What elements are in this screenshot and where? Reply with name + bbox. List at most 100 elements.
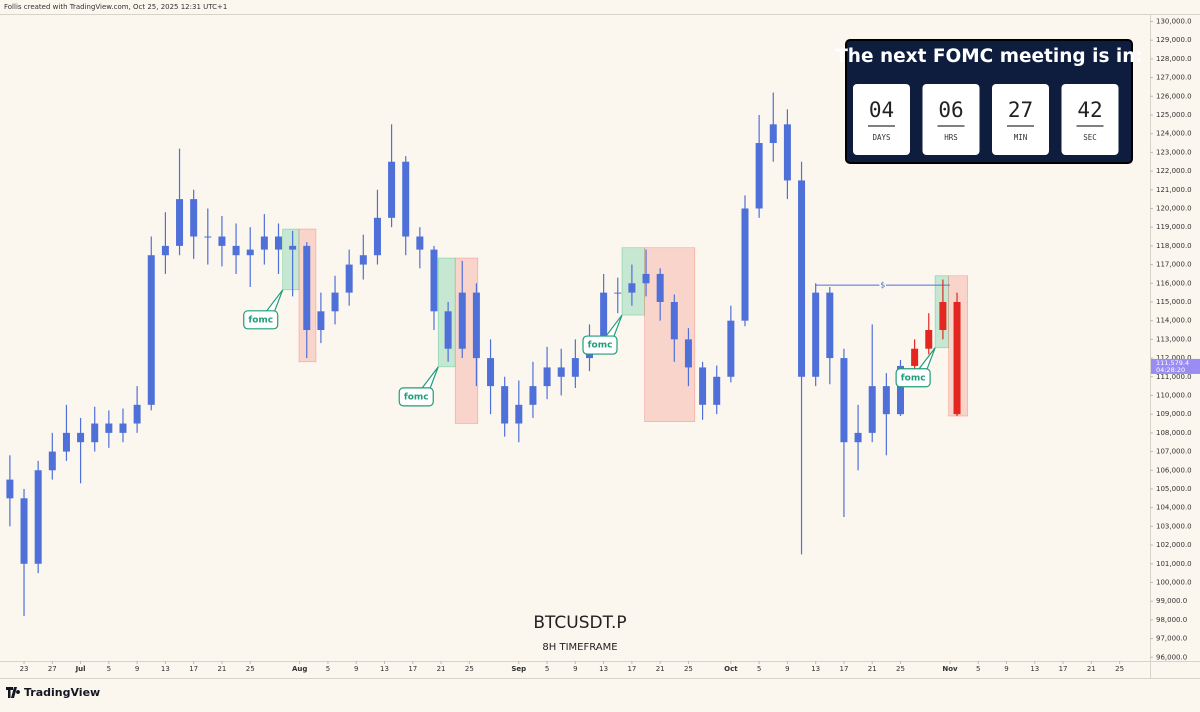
y-tick-label: 115,000.0 [1156,298,1192,306]
symbol: BTCUSDT.P [533,613,626,633]
candle-body [317,311,325,331]
x-tick-label: 13 [811,665,820,673]
candle-body [105,423,113,433]
y-tick-label: 104,000.0 [1156,504,1192,512]
widget-title: The next FOMC meeting is in: [835,46,1143,67]
x-tick-label: 13 [1030,665,1039,673]
x-tick-label: 21 [217,665,226,673]
countdown-unit: SEC [1083,133,1097,142]
subtitle: 8H TIMEFRAME [542,642,617,653]
x-tick-label: 25 [684,665,693,673]
x-tick-label: 17 [189,665,198,673]
y-tick-label: 122,000.0 [1156,167,1192,175]
x-tick-label: 9 [354,665,358,673]
candle-body [600,292,608,340]
candle-body [119,423,127,433]
callout-pointer [421,366,439,389]
zone [644,247,696,422]
candle-body [416,236,424,250]
candle-body [642,273,650,284]
candle-body [260,236,268,250]
y-tick-label: 96,000.0 [1156,653,1187,661]
candle-body [571,358,579,377]
callout: fomc [243,289,284,330]
logo-icon [6,687,21,698]
candle-body [246,249,254,256]
y-tick-label: 111,000.0 [1156,373,1192,381]
candle-body [388,161,396,218]
candle-body [133,404,141,424]
candle-body [331,292,339,312]
candle-body [826,292,834,359]
callout-pointer [605,314,623,337]
y-tick-label: 112,000.0 [1156,354,1192,362]
candle-body [373,217,381,256]
y-tick-label: 116,000.0 [1156,279,1192,287]
last-price-box [1151,358,1200,374]
candle-body [925,330,933,349]
x-tick-label: 21 [1087,665,1096,673]
candle-body [303,245,311,331]
candle-body [939,301,947,331]
plot-area: $ fomc fomc fomc fomc [6,92,968,617]
x-tick-label: 23 [20,665,29,673]
x-tick-label: Aug [292,665,307,673]
callout-label: fomc [588,341,613,351]
y-tick-label: 106,000.0 [1156,466,1192,474]
candle-body [458,292,466,349]
footer-text: TradingView [24,686,100,699]
candle-body [487,358,495,387]
candle-body [501,386,509,424]
candle-body [147,255,155,405]
countdown-value: 04 [869,98,894,122]
y-tick-label: 121,000.0 [1156,186,1192,194]
y-tick-label: 120,000.0 [1156,204,1192,212]
candle-body [656,273,664,302]
candle-body [529,386,537,405]
x-tick-label: 9 [1004,665,1008,673]
callout: fomc [895,347,936,388]
callout: fomc [398,366,439,407]
candle-body [911,348,919,366]
x-tick-label: 13 [161,665,170,673]
y-tick-label: 127,000.0 [1156,74,1192,82]
y-tick-label: 119,000.0 [1156,223,1192,231]
last-price-countdown: 04:28:20 [1156,366,1185,374]
level-label: $ [880,281,885,290]
x-tick-label: 5 [326,665,330,673]
candle-body [840,358,848,443]
callout-box [582,335,618,355]
y-tick-label: 125,000.0 [1156,111,1192,119]
x-tick-label: 13 [599,665,608,673]
callout-pointer [266,289,284,312]
countdown-value: 27 [1008,98,1033,122]
x-tick-label: 5 [545,665,549,673]
y-tick-label: 98,000.0 [1156,616,1187,624]
candle-body [727,320,735,377]
countdown-unit: MIN [1014,133,1028,142]
candle-body [670,301,678,340]
candle-body [62,432,70,452]
y-tick-label: 124,000.0 [1156,130,1192,138]
zone [621,247,645,316]
candle-body [345,264,353,293]
y-tick-label: 129,000.0 [1156,36,1192,44]
candle-body [557,367,565,377]
x-tick-label: 9 [785,665,789,673]
candle-body [628,283,636,293]
candle-body [444,311,452,349]
y-tick-label: 123,000.0 [1156,148,1192,156]
x-tick-label: 25 [465,665,474,673]
y-tick-label: 109,000.0 [1156,410,1192,418]
candle-body [218,236,226,246]
candle-body [868,386,876,433]
y-tick-label: 103,000.0 [1156,522,1192,530]
countdown-card [992,84,1049,155]
candle-body [232,245,240,256]
candle-body [713,376,721,405]
countdown-unit: DAYS [872,133,891,142]
countdown-card [922,84,980,155]
callout-label: fomc [901,373,926,383]
